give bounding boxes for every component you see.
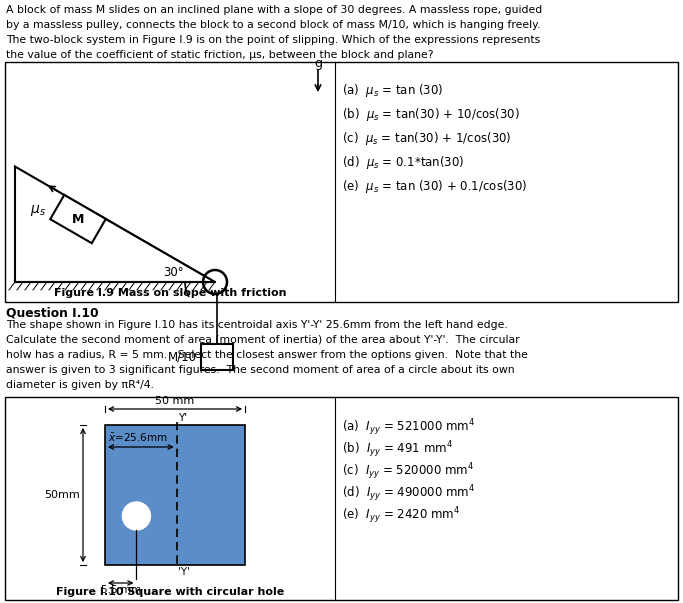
Text: (a)  $\mu_s$ = tan (30): (a) $\mu_s$ = tan (30): [342, 82, 443, 99]
Text: The two-block system in Figure I.9 is on the point of slipping. Which of the exp: The two-block system in Figure I.9 is on…: [6, 35, 540, 45]
Bar: [5, 397, 678, 600]
Text: A block of mass M slides on an inclined plane with a slope of 30 degrees. A mass: A block of mass M slides on an inclined …: [6, 5, 542, 15]
Text: by a massless pulley, connects the block to a second block of mass M/10, which i: by a massless pulley, connects the block…: [6, 20, 540, 30]
Text: (d)  $\mu_s$ = 0.1*tan(30): (d) $\mu_s$ = 0.1*tan(30): [342, 154, 464, 171]
Text: 5.5 mm: 5.5 mm: [100, 585, 141, 595]
Text: Calculate the second moment of area (moment of inertia) of the area about Y'-Y'.: Calculate the second moment of area (mom…: [6, 335, 520, 345]
Text: (d)  $I_{yy}$ = 490000 mm$^4$: (d) $I_{yy}$ = 490000 mm$^4$: [342, 483, 475, 504]
Text: M: M: [72, 213, 84, 226]
Polygon shape: [51, 195, 106, 243]
Text: 'Y': 'Y': [178, 567, 190, 577]
Bar: [5, 62, 678, 302]
Text: answer is given to 3 significant figures.  The second moment of area of a circle: answer is given to 3 significant figures…: [6, 365, 514, 375]
Text: The shape shown in Figure I.10 has its centroidal axis Y'-Y' 25.6mm from the lef: The shape shown in Figure I.10 has its c…: [6, 320, 507, 330]
Text: $\bar{x}$=25.6mm: $\bar{x}$=25.6mm: [108, 432, 167, 444]
Bar: [105, 425, 245, 565]
Text: Figure I.10 Square with circular hole: Figure I.10 Square with circular hole: [56, 587, 284, 597]
Text: (e)  $\mu_s$ = tan (30) + 0.1/cos(30): (e) $\mu_s$ = tan (30) + 0.1/cos(30): [342, 178, 527, 195]
Text: Y': Y': [178, 413, 187, 423]
Text: 50mm: 50mm: [44, 490, 80, 500]
Circle shape: [122, 502, 150, 530]
Text: (a)  $I_{yy}$ = 521000 mm$^4$: (a) $I_{yy}$ = 521000 mm$^4$: [342, 417, 475, 438]
Text: 50 mm: 50 mm: [155, 396, 195, 406]
Text: (c)  $I_{yy}$ = 520000 mm$^4$: (c) $I_{yy}$ = 520000 mm$^4$: [342, 461, 474, 482]
Polygon shape: [15, 166, 215, 282]
Bar: [201, 344, 233, 370]
Text: holw has a radius, R = 5 mm.   Select the closest answer from the options given.: holw has a radius, R = 5 mm. Select the …: [6, 350, 528, 360]
Text: (b)  $I_{yy}$ = 491 mm$^4$: (b) $I_{yy}$ = 491 mm$^4$: [342, 439, 453, 459]
Text: 30°: 30°: [163, 265, 183, 279]
Text: $\mu_s$: $\mu_s$: [30, 203, 46, 218]
Text: Figure I.9 Mass on slope with friction: Figure I.9 Mass on slope with friction: [54, 288, 286, 298]
Text: (c)  $\mu_s$ = tan(30) + 1/cos(30): (c) $\mu_s$ = tan(30) + 1/cos(30): [342, 130, 512, 147]
Text: the value of the coefficient of static friction, μs, between the block and plane: the value of the coefficient of static f…: [6, 50, 434, 60]
Text: (e)  $I_{yy}$ = 2420 mm$^4$: (e) $I_{yy}$ = 2420 mm$^4$: [342, 505, 460, 526]
Text: diameter is given by πR⁴/4.: diameter is given by πR⁴/4.: [6, 380, 154, 390]
Text: Question I.10: Question I.10: [6, 306, 98, 319]
Text: g: g: [314, 57, 322, 70]
Text: M/10: M/10: [168, 350, 197, 364]
Text: (b)  $\mu_s$ = tan(30) + 10/cos(30): (b) $\mu_s$ = tan(30) + 10/cos(30): [342, 106, 520, 123]
